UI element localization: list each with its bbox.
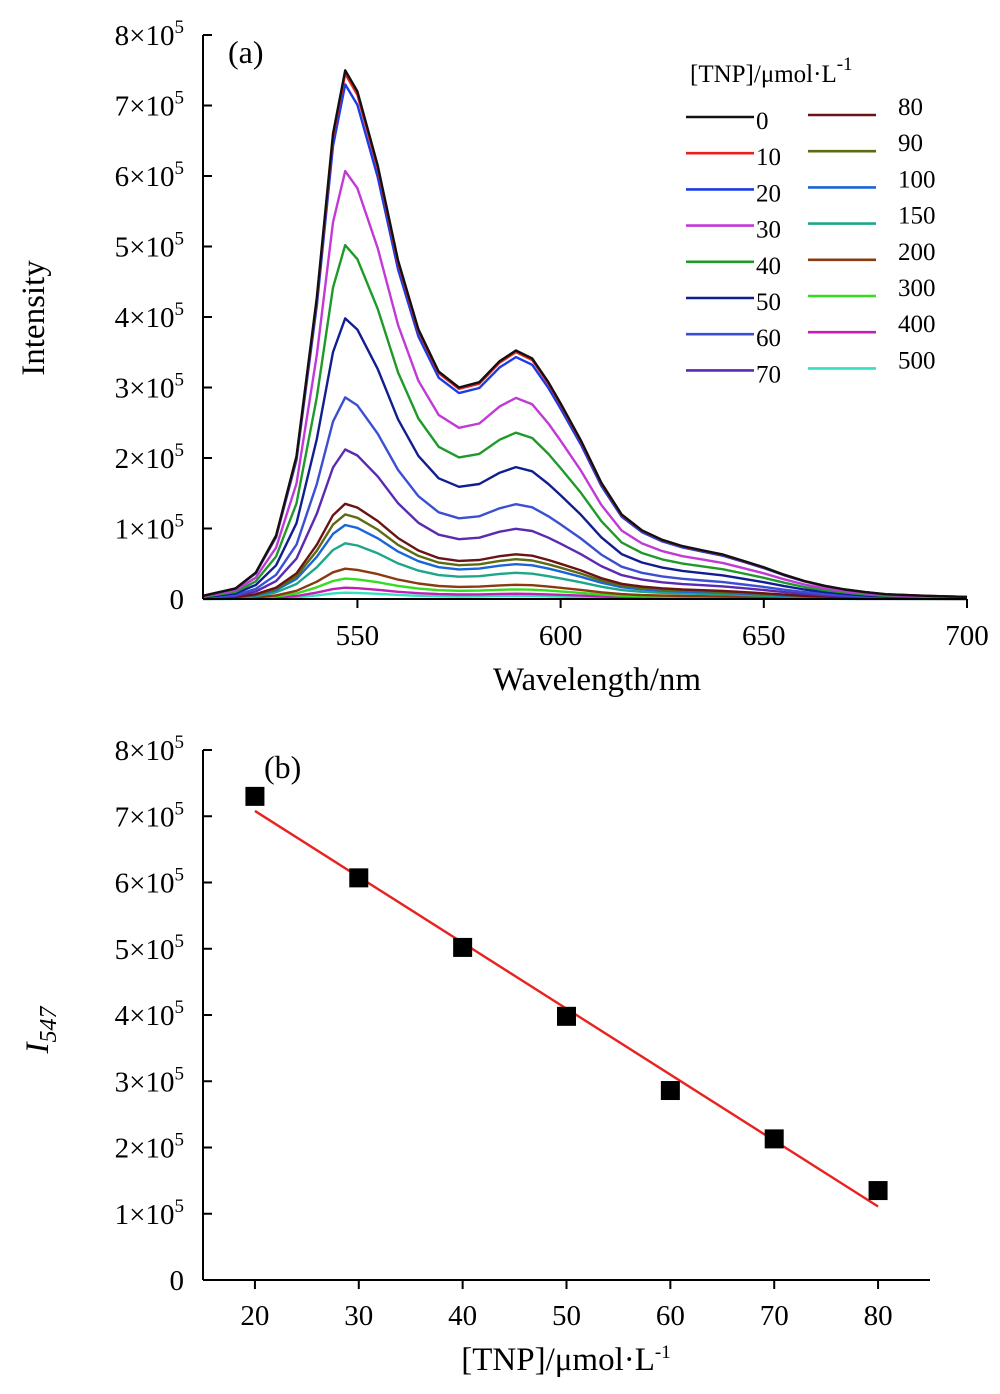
series-line-0: [202, 69, 968, 599]
y-axis-title: Intensity: [16, 260, 52, 376]
y-tick-label: 2×105: [115, 1130, 184, 1165]
legend-label-40: 40: [756, 253, 781, 280]
data-point: [453, 937, 473, 957]
y-tick-label: 5×105: [115, 931, 184, 966]
y-tick-label: 4×105: [115, 997, 184, 1032]
panel-label-a: (a): [228, 34, 264, 70]
x-tick-label: 70: [760, 1300, 789, 1332]
y-tick-label: 3×105: [115, 370, 184, 405]
legend-label-150: 150: [898, 203, 936, 230]
x-axis-title: [TNP]/μmol·L-1: [461, 1342, 671, 1378]
y-tick-label: 7×105: [115, 798, 184, 833]
legend-title: [TNP]/μmol·L-1: [690, 54, 853, 88]
legend-label-20: 20: [756, 180, 781, 207]
legend-label-70: 70: [756, 361, 781, 388]
y-tick-label: 1×105: [115, 511, 184, 546]
legend-label-30: 30: [756, 217, 781, 244]
x-tick-label: 60: [656, 1300, 685, 1332]
legend-label-80: 80: [898, 94, 923, 121]
x-tick-label: 50: [552, 1300, 581, 1332]
y-tick-label: 3×105: [115, 1063, 184, 1098]
legend-label-50: 50: [756, 289, 781, 316]
x-tick-label: 550: [336, 620, 380, 652]
legend-label-100: 100: [898, 166, 936, 193]
y-tick-label: 1×105: [115, 1196, 184, 1231]
y-tick-label: 8×105: [115, 17, 184, 52]
x-tick-label: 650: [742, 620, 786, 652]
legend-label-60: 60: [756, 325, 781, 352]
y-tick-label: 8×105: [115, 732, 184, 767]
legend-label-300: 300: [898, 275, 936, 302]
x-tick-label: 600: [539, 620, 583, 652]
y-tick-label: 5×105: [115, 229, 184, 264]
data-point: [349, 868, 369, 888]
y-tick-label: 6×105: [115, 158, 184, 193]
legend-label-0: 0: [756, 108, 769, 135]
x-tick-label: 700: [945, 620, 989, 652]
x-axis-title: Wavelength/nm: [493, 662, 701, 698]
x-tick-label: 80: [864, 1300, 893, 1332]
y-tick-label: 2×105: [115, 440, 184, 475]
x-tick-label: 20: [240, 1300, 269, 1332]
x-tick-label: 30: [344, 1300, 373, 1332]
series-line-60: [202, 396, 968, 600]
legend-label-10: 10: [756, 144, 781, 171]
legend-label-90: 90: [898, 130, 923, 157]
y-tick-label: 6×105: [115, 865, 184, 900]
series-line-50: [202, 317, 968, 600]
data-point: [764, 1129, 784, 1149]
series-line-30: [202, 169, 968, 599]
y-tick-label: 7×105: [115, 88, 184, 123]
y-tick-label: 0: [170, 584, 185, 616]
data-point: [660, 1081, 680, 1101]
series-line-80: [202, 502, 968, 600]
y-tick-label: 0: [170, 1265, 185, 1297]
y-tick-label: 4×105: [115, 299, 184, 334]
x-tick-label: 40: [448, 1300, 477, 1332]
legend-label-200: 200: [898, 239, 936, 266]
series-lines: [202, 69, 968, 601]
panel-a: 0 1×105 2×105 3×105 4×105 5×105 6×105 7×105 8×10…: [16, 17, 989, 698]
series-line-70: [202, 448, 968, 600]
series-line-40: [202, 243, 968, 599]
data-point: [557, 1006, 576, 1026]
legend-label-500: 500: [898, 347, 936, 374]
legend: [TNP]/μmol·L-1 0 10 20 30 40 50 60 70 80 90 100 150 2…: [686, 54, 936, 388]
y-axis-title: I547: [20, 1006, 62, 1055]
legend-label-400: 400: [898, 311, 936, 338]
data-point: [868, 1181, 888, 1201]
panel-b: 0 1×105 2×105 3×105 4×105 5×105 6×105 7×105 8×10…: [20, 732, 930, 1378]
panel-label-b: (b): [264, 749, 301, 785]
data-point: [245, 786, 265, 806]
